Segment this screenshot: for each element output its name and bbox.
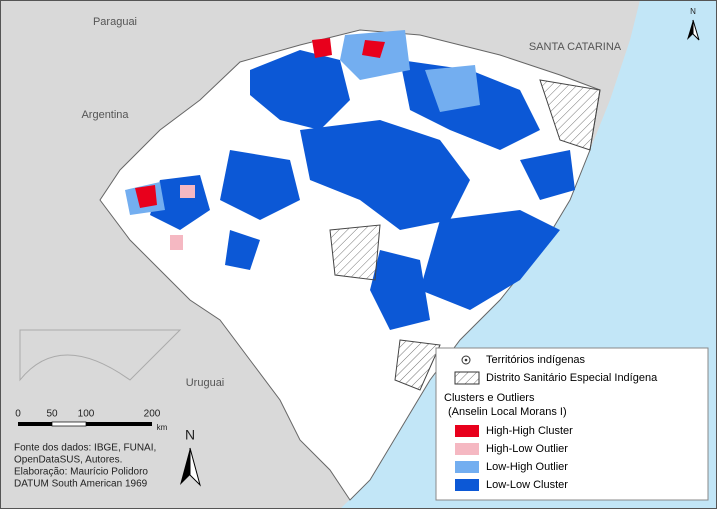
credit-line: Fonte dos dados: IBGE, FUNAI, [14, 443, 156, 454]
map-label: SANTA CATARINA [529, 41, 622, 53]
legend-label: Low-High Outlier [486, 461, 568, 473]
scale-bar [18, 421, 152, 427]
health-districts [329, 79, 601, 391]
district-symbol [454, 371, 480, 385]
credit-line: DATUM South American 1969 [14, 479, 148, 490]
scale-unit: km [157, 423, 168, 432]
legend-swatch [455, 479, 479, 491]
scale-label: 200 [144, 409, 161, 420]
north-label-small: N [690, 7, 696, 16]
map-label: Uruguai [186, 377, 225, 389]
territory-symbol-dot [464, 358, 468, 362]
legend-label: Low-Low Cluster [486, 479, 568, 491]
legend-label: High-High Cluster [486, 425, 573, 437]
scale-label: 50 [46, 409, 58, 420]
credit-line: Elaboração: Maurício Polidoro [14, 467, 148, 478]
scale-label: 0 [15, 409, 21, 420]
outliers [125, 30, 480, 250]
legend-district: Distrito Sanitário Especial Indígena [486, 372, 658, 384]
map-label: Paraguai [93, 16, 137, 28]
legend-swatch [455, 461, 479, 473]
legend-box [435, 347, 709, 501]
legend-swatch [455, 425, 479, 437]
north-label: N [185, 427, 195, 443]
north-arrow [180, 19, 700, 487]
scale-label: 100 [78, 409, 95, 420]
legend-label: High-Low Outlier [486, 443, 568, 455]
map-label: Argentina [81, 109, 129, 121]
legend-subtitle: (Anselin Local Morans I) [448, 406, 567, 418]
legend-title: Clusters e Outliers [444, 392, 535, 404]
credit-line: OpenDataSUS, Autores. [14, 455, 122, 466]
legend-territories: Territórios indígenas [486, 354, 586, 366]
legend-swatch [455, 443, 479, 455]
border [19, 329, 182, 382]
